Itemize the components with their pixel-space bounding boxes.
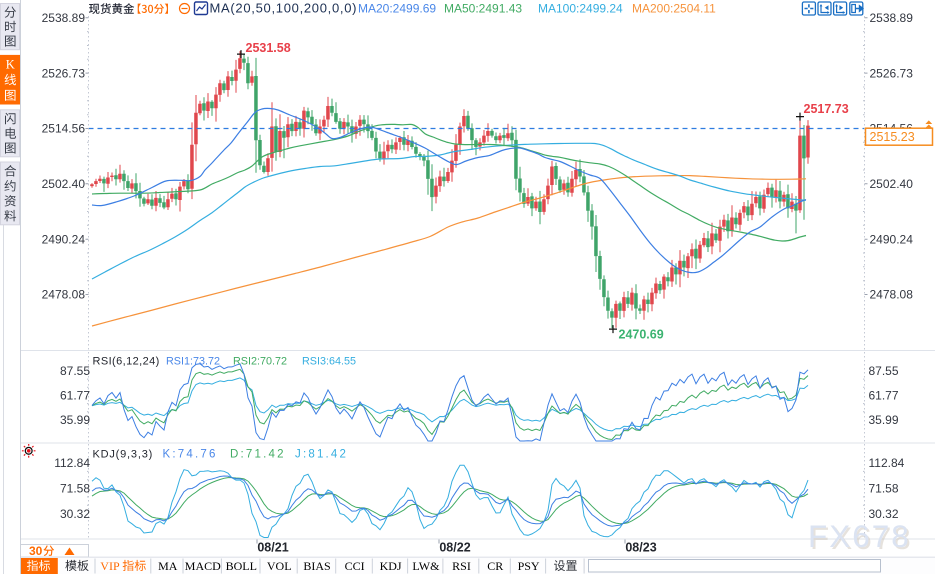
svg-text:K:74.76: K:74.76 [163, 449, 218, 461]
svg-text:J:81.42: J:81.42 [295, 449, 348, 461]
svg-text:2478.08: 2478.08 [870, 288, 914, 302]
svg-text:VOL: VOL [267, 559, 292, 573]
svg-text:61.77: 61.77 [60, 389, 90, 403]
svg-text:RSI: RSI [452, 559, 471, 573]
svg-text:KDJ(9,3,3): KDJ(9,3,3) [93, 449, 154, 461]
svg-text:2502.40: 2502.40 [42, 177, 86, 191]
svg-text:MA50:2491.43: MA50:2491.43 [444, 2, 522, 16]
svg-text:08/22: 08/22 [439, 541, 470, 555]
svg-text:MA: MA [158, 559, 178, 573]
svg-text:35.99: 35.99 [869, 413, 899, 427]
svg-text:112.84: 112.84 [869, 456, 905, 470]
svg-text:2514.56: 2514.56 [42, 122, 86, 136]
svg-text:MACD: MACD [185, 559, 221, 573]
svg-text:VIP: VIP [100, 559, 120, 573]
svg-text:71.58: 71.58 [60, 482, 90, 496]
svg-text:2478.08: 2478.08 [42, 288, 86, 302]
svg-text:35.99: 35.99 [60, 413, 90, 427]
svg-text:87.55: 87.55 [869, 364, 899, 378]
svg-text:71.58: 71.58 [869, 482, 899, 496]
svg-text:2470.69: 2470.69 [619, 328, 664, 342]
svg-text:30.32: 30.32 [60, 507, 90, 521]
svg-text:08/23: 08/23 [625, 541, 656, 555]
svg-text:FX678: FX678 [808, 518, 911, 554]
svg-text:2517.73: 2517.73 [804, 102, 849, 116]
svg-text:D:71.42: D:71.42 [230, 449, 286, 461]
svg-text:K: K [6, 58, 15, 72]
svg-text:FX678: FX678 [810, 520, 913, 556]
svg-text:RSI(6,12,24): RSI(6,12,24) [93, 356, 160, 368]
svg-text:2502.40: 2502.40 [870, 177, 914, 191]
svg-text:2538.89: 2538.89 [870, 11, 914, 25]
svg-text:CCI: CCI [345, 559, 365, 573]
svg-text:87.55: 87.55 [60, 364, 90, 378]
svg-text:30: 30 [29, 544, 43, 558]
svg-text:BOLL: BOLL [226, 559, 257, 573]
svg-text:08/21: 08/21 [257, 541, 288, 555]
svg-text:30.32: 30.32 [869, 507, 899, 521]
svg-text:2515.23: 2515.23 [870, 130, 915, 144]
svg-text:RSI3:64.55: RSI3:64.55 [302, 356, 356, 368]
svg-text:2531.58: 2531.58 [246, 41, 291, 55]
svg-text:PSY: PSY [518, 559, 540, 573]
svg-text:MA20:2499.69: MA20:2499.69 [358, 2, 436, 16]
svg-text:2490.24: 2490.24 [870, 232, 914, 246]
svg-text:RSI2:70.72: RSI2:70.72 [233, 356, 287, 368]
svg-text:LW&: LW& [412, 559, 440, 573]
svg-text:2526.73: 2526.73 [42, 66, 86, 80]
svg-text:2490.24: 2490.24 [42, 232, 86, 246]
svg-text:CR: CR [487, 559, 503, 573]
svg-text:MA(20,50,100,200,0,0): MA(20,50,100,200,0,0) [210, 1, 358, 16]
svg-text:112.84: 112.84 [54, 456, 90, 470]
svg-text:RSI1:73.72: RSI1:73.72 [166, 356, 220, 368]
svg-text:2538.89: 2538.89 [42, 11, 86, 25]
svg-text:61.77: 61.77 [869, 389, 899, 403]
svg-text:MA200:2504.11: MA200:2504.11 [632, 2, 716, 16]
svg-text:2526.73: 2526.73 [870, 66, 914, 80]
svg-text:KDJ: KDJ [380, 559, 402, 573]
svg-text:BIAS: BIAS [303, 559, 330, 573]
svg-text:MA100:2499.24: MA100:2499.24 [538, 2, 623, 16]
